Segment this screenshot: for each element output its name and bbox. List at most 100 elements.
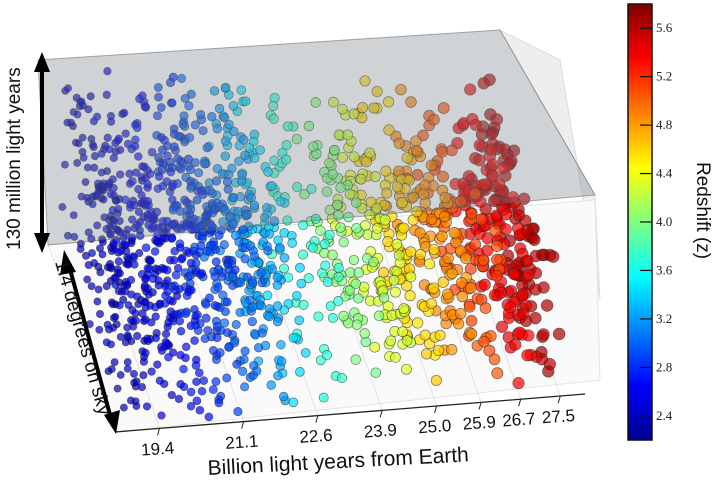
data-point: [297, 249, 309, 260]
data-point: [333, 262, 344, 273]
data-point: [493, 178, 506, 191]
data-point: [132, 402, 141, 411]
data-point: [240, 382, 250, 392]
data-point: [506, 191, 520, 204]
data-point: [196, 270, 205, 279]
data-point: [239, 354, 249, 364]
data-point: [110, 216, 119, 225]
data-point: [465, 207, 478, 220]
data-point: [155, 299, 165, 308]
data-point: [186, 176, 195, 186]
data-point: [313, 311, 324, 322]
data-point: [153, 237, 162, 246]
data-point: [130, 141, 140, 151]
data-point: [184, 101, 194, 111]
data-point: [97, 168, 106, 177]
data-point: [401, 152, 413, 164]
data-point: [140, 102, 150, 111]
data-point: [268, 100, 279, 111]
data-point: [442, 288, 454, 300]
data-point: [481, 232, 494, 245]
data-point: [150, 247, 160, 256]
data-point: [196, 241, 206, 251]
data-point: [257, 328, 267, 338]
data-point: [142, 402, 152, 411]
data-point: [281, 139, 292, 151]
data-point: [103, 67, 112, 76]
data-point: [176, 164, 186, 174]
data-point: [135, 218, 145, 227]
data-point: [200, 159, 210, 169]
x-tick-label: 26.7: [502, 409, 536, 430]
data-point: [464, 83, 477, 96]
data-point: [351, 319, 363, 330]
data-point: [479, 302, 492, 314]
data-point: [439, 191, 452, 204]
grid-line: [252, 225, 319, 416]
data-point: [130, 260, 139, 269]
data-point: [490, 269, 503, 282]
data-point: [211, 176, 222, 186]
data-point: [228, 281, 238, 291]
data-point: [378, 292, 390, 304]
data-point: [187, 286, 196, 295]
data-point: [110, 358, 119, 367]
data-point: [167, 390, 176, 400]
data-point: [465, 282, 477, 294]
data-point: [192, 396, 202, 406]
z-arrow-head-top: [34, 52, 50, 72]
data-point: [487, 169, 500, 182]
data-point: [337, 103, 348, 115]
data-point: [335, 222, 346, 233]
data-point: [263, 167, 273, 177]
data-point: [436, 230, 448, 243]
data-point: [215, 348, 225, 358]
data-point: [432, 344, 444, 356]
gray-slice-plane: [37, 29, 596, 246]
data-point: [517, 307, 530, 320]
data-point: [442, 252, 454, 264]
data-point: [428, 243, 440, 256]
data-point: [102, 282, 111, 291]
data-point: [262, 290, 273, 301]
data-point: [112, 320, 121, 329]
data-point: [184, 132, 195, 143]
data-point: [483, 344, 496, 357]
data-point: [344, 285, 356, 296]
data-point: [390, 352, 401, 363]
data-point: [391, 181, 403, 193]
data-point: [153, 111, 162, 121]
data-point: [351, 222, 362, 234]
data-point: [158, 158, 168, 168]
data-point: [98, 250, 107, 259]
data-point: [263, 246, 273, 256]
x-tick-label: 25.9: [462, 412, 496, 433]
colorbar-tick-label: 2.4: [656, 408, 673, 423]
data-point: [159, 265, 169, 274]
data-point: [300, 347, 311, 358]
data-point: [147, 367, 156, 376]
data-point: [147, 147, 157, 157]
data-point: [465, 328, 478, 340]
data-point: [490, 113, 504, 126]
data-point: [219, 112, 230, 123]
data-point: [108, 175, 117, 184]
data-point: [114, 257, 123, 266]
data-point: [240, 96, 251, 107]
data-point: [327, 313, 338, 324]
colorbar-tick-label: 3.6: [656, 262, 673, 277]
data-point: [135, 249, 144, 258]
colorbar-ticks: 2.4 2.8 3.2 3.6 4.0 4.4 4.8 5.2 5.6: [640, 20, 673, 423]
data-point: [420, 348, 433, 360]
data-point: [500, 208, 513, 221]
data-point: [88, 200, 97, 209]
data-point: [428, 113, 440, 126]
data-point: [96, 268, 105, 277]
data-point: [78, 133, 87, 142]
data-point: [281, 154, 292, 165]
y-axis-arrow: [66, 261, 114, 423]
data-point: [473, 139, 486, 152]
data-point: [528, 233, 541, 246]
data-point: [393, 249, 405, 261]
data-point: [73, 158, 82, 167]
